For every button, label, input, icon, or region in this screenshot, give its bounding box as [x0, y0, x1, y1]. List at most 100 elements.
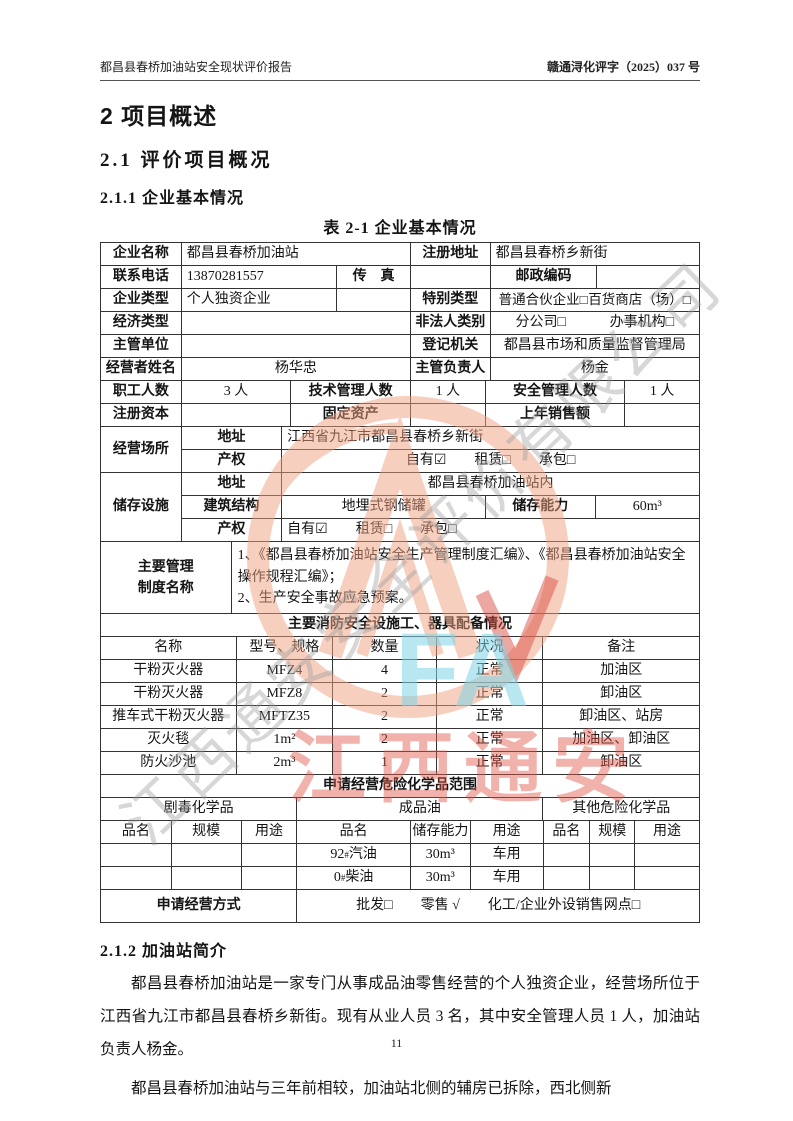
fire-header-name: 名称: [154, 640, 183, 656]
fire-cell-remark: 卸油区: [542, 752, 698, 775]
sales-label: 上年销售额: [484, 404, 625, 426]
page-number: 11: [390, 1036, 403, 1050]
fire-cell-status: 正常: [435, 729, 543, 752]
chem-cell-empty: [634, 844, 699, 867]
fire-cell-remark: 加油区: [542, 660, 698, 683]
chem-column-header-row: 品名 规模 用途 品名 储存能力 用途 品名 规模 用途: [101, 820, 699, 844]
fire-cell-qty: 2: [332, 683, 436, 706]
chem-data-row: 0 # 柴油 30m³ 车用: [101, 866, 699, 890]
operator-value: 杨华忠: [180, 358, 410, 380]
table-row: 建筑结构 地埋式钢储罐 储存能力 60m³: [181, 495, 699, 518]
fire-cell-name: 防火沙池: [140, 755, 197, 771]
storage-ownership-value: 自有☑ 租赁□ 承包□: [281, 519, 699, 541]
fire-cell-qty: 2: [332, 706, 436, 729]
fax-value: [409, 266, 490, 288]
station-intro-section: 2.1.2 加油站简介 都昌县春桥加油站是一家专门从事成品油零售经营的个人独资企…: [100, 937, 700, 1105]
oil-name-number: 92: [330, 847, 345, 863]
chem-col-header: 规模: [589, 821, 634, 844]
premises-ownership-label: 产权: [217, 453, 246, 469]
phone-value: 13870281557: [180, 266, 336, 288]
fire-cell-qty: 2: [332, 729, 436, 752]
company-type-value: 个人独资企业: [180, 289, 336, 311]
fire-section-title: 主要消防安全设施工、器具配备情况: [288, 617, 512, 633]
page-content: 都昌县春桥加油站安全现状评价报告 赣通浔化评字（2025）037 号 2 项目概…: [100, 58, 700, 1111]
business-mode-value: 批发□ 零售 √ 化工/企业外设销售网点□: [296, 890, 699, 923]
table-row: 主管单位 登记机关 都昌县市场和质量监督管理局: [101, 334, 699, 357]
table-row: 经营者姓名 杨华忠 主管负责人 杨金: [101, 357, 699, 380]
fire-cell-remark: 卸油区、站房: [542, 706, 698, 729]
chem-cell-empty: [170, 867, 241, 890]
intro-paragraph-2: 都昌县春桥加油站与三年前相较，加油站北侧的辅房已拆除，西北侧新: [131, 1080, 612, 1098]
special-type-label: 特别类型: [409, 289, 490, 311]
running-header-title: 都昌县春桥加油站安全现状评价报告: [100, 60, 293, 74]
empty-cell: [336, 289, 410, 311]
premises-row-group: 经营场所 地址 江西省九江市都昌县春桥乡新街 产权 自有☑ 租赁□ 承包□: [101, 426, 699, 472]
safety-staff-label: 安全管理人数: [484, 381, 625, 403]
fire-cell-name: 推车式干粉灭火器: [112, 709, 225, 725]
company-name-label: 企业名称: [112, 246, 169, 262]
phone-label: 联系电话: [112, 269, 169, 285]
registry-label: 登记机关: [409, 335, 490, 357]
chem-cell-oil-name: 92 # 汽油: [296, 844, 410, 867]
chem-col-header: 用途: [240, 821, 297, 844]
chem-cell-capacity: 30m³: [409, 867, 470, 890]
management-system-item: 2、生产安全事故应急预案。: [237, 591, 413, 607]
fire-header-row: 名称 型号、规格 数量 状况 备注: [101, 636, 699, 660]
chem-cell-capacity: 30m³: [409, 844, 470, 867]
fire-header-qty: 数量: [332, 637, 436, 660]
table-row: 产权 自有☑ 租赁□ 承包□: [181, 518, 699, 541]
running-header-doc-code: 赣通浔化评字（2025）037 号: [546, 60, 700, 74]
table-row: 联系电话 13870281557 传 真 邮政编码: [101, 265, 699, 288]
operator-label: 经营者姓名: [105, 361, 176, 377]
premises-addr-value: 江西省九江市都昌县春桥乡新街: [281, 427, 699, 449]
capital-label: 注册资本: [112, 407, 169, 423]
chem-group-refined-oil: 成品油: [296, 798, 542, 821]
fire-cell-name: 干粉灭火器: [133, 663, 204, 679]
fire-section-title-row: 主要消防安全设施工、器具配备情况: [101, 613, 699, 636]
intro-heading: 2.1.2 加油站简介: [100, 943, 228, 961]
table-row: 企业类型 个人独资企业 特别类型 普通合伙企业□ 百货商店（场）□: [101, 288, 699, 311]
fire-cell-status: 正常: [435, 660, 543, 683]
storage-addr-value: 都昌县春桥加油站内: [281, 473, 699, 495]
storage-structure-label: 建筑结构: [203, 499, 260, 515]
fire-row: 防火沙池 2m³ 1 正常 卸油区: [101, 751, 699, 775]
fire-header-model: 型号、规格: [235, 637, 333, 660]
sales-value: [624, 404, 699, 426]
chem-cell-empty: [240, 867, 297, 890]
chem-col-header: 储存能力: [409, 821, 470, 844]
storage-row-group: 储存设施 地址 都昌县春桥加油站内 建筑结构 地埋式钢储罐 储存能力 60m³ …: [101, 472, 699, 541]
storage-capacity-label: 储存能力: [485, 496, 594, 518]
fire-header-status: 状况: [435, 637, 543, 660]
chem-cell-empty: [101, 867, 171, 889]
company-info-table: 企业名称 都昌县春桥加油站 注册地址 都昌县春桥乡新街 联系电话 1387028…: [100, 242, 700, 924]
chem-cell-empty: [101, 844, 171, 866]
storage-structure-value: 地埋式钢储罐: [281, 496, 485, 518]
oil-name-number: 0: [333, 870, 341, 886]
table-row: 地址 都昌县春桥加油站内: [182, 473, 699, 495]
chem-cell-empty: [240, 844, 297, 867]
safety-staff-value: 1 人: [624, 381, 699, 403]
chem-data-row: 92 # 汽油 30m³ 车用: [101, 843, 699, 867]
table-row: 职工人数 3 人 技术管理人数 1 人 安全管理人数 1 人: [101, 380, 699, 403]
tech-staff-label: 技术管理人数: [290, 381, 410, 403]
fire-cell-name: 灭火毯: [147, 732, 190, 748]
chem-cell-empty: [634, 867, 699, 890]
storage-label: 储存设施: [112, 499, 169, 515]
fire-row: 灭火毯 1m² 2 正常 加油区、卸油区: [101, 728, 699, 752]
chem-cell-empty: [589, 867, 634, 890]
fire-cell-remark: 加油区、卸油区: [542, 729, 698, 752]
nonlegal-type-label: 非法人类别: [409, 312, 490, 334]
premises-label: 经营场所: [112, 441, 169, 457]
special-type-option-2: 百货商店（场）□: [588, 291, 691, 307]
registry-value: 都昌县市场和质量监督管理局: [489, 335, 699, 357]
staff-count-value: 3 人: [180, 381, 291, 403]
chem-group-toxic: 剧毒化学品: [163, 801, 234, 817]
chem-cell-empty: [589, 844, 634, 867]
chem-group-other: 其他危险化学品: [542, 798, 698, 821]
fire-row: 干粉灭火器 MFZ8 2 正常 卸油区: [101, 682, 699, 706]
chem-cell-use: 车用: [469, 844, 543, 867]
nonlegal-type-value: 分公司□ 办事机构□: [489, 312, 699, 334]
chem-group-header-row: 剧毒化学品 成品油 其他危险化学品: [101, 797, 699, 821]
economic-type-label: 经济类型: [112, 315, 169, 331]
